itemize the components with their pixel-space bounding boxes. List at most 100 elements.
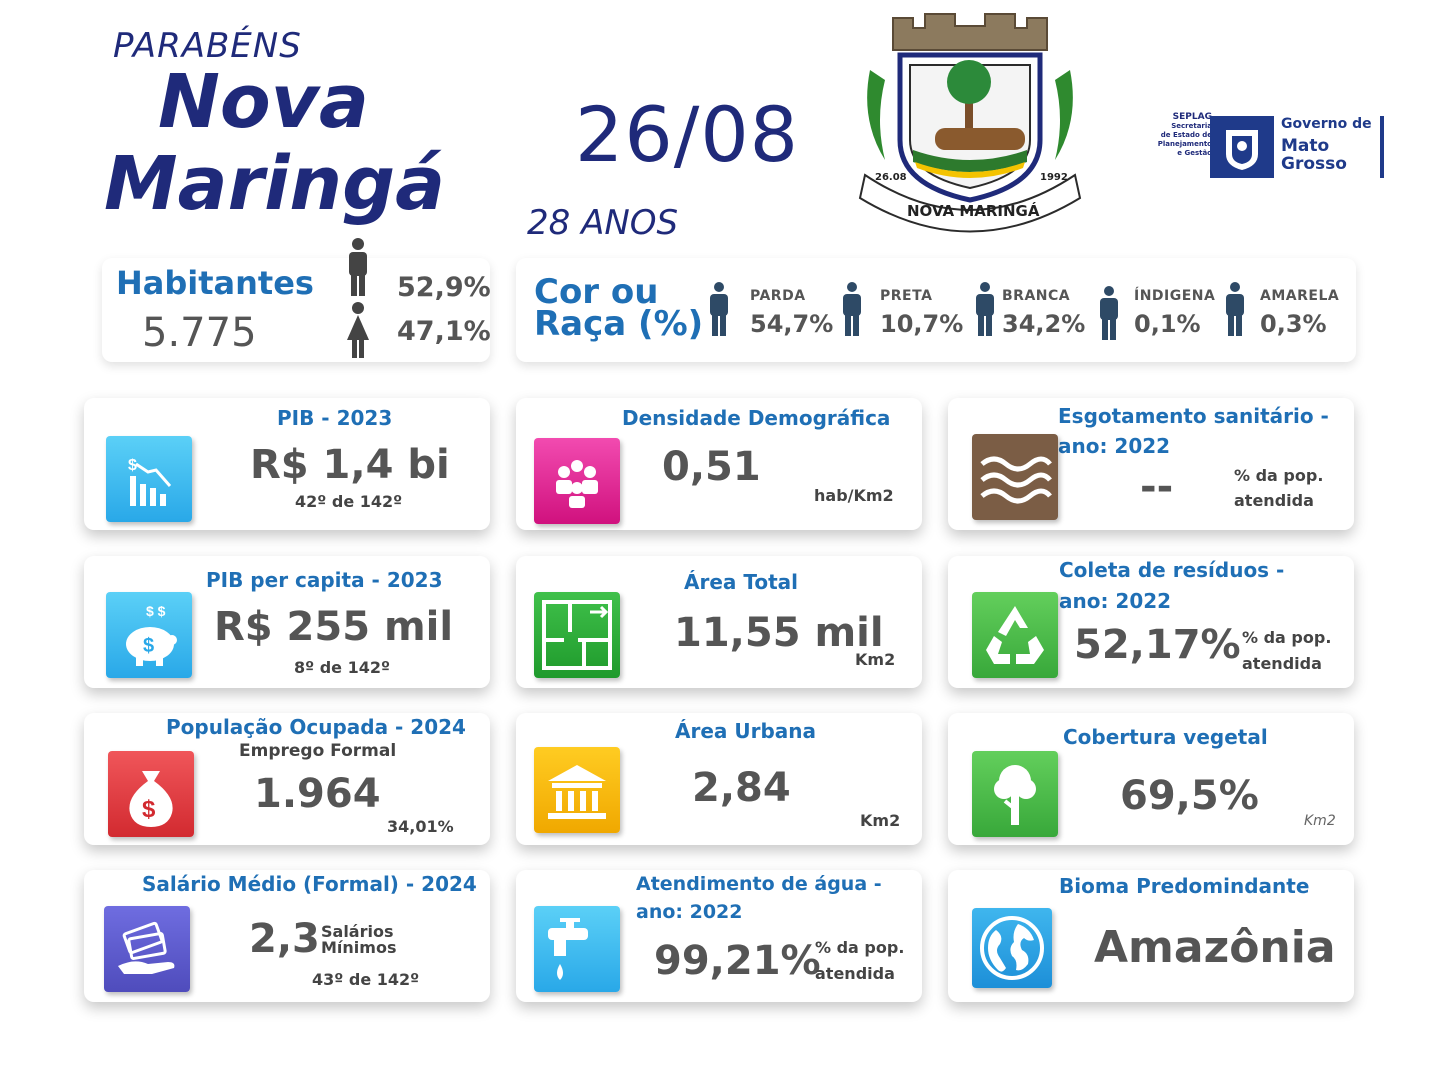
pib-per-capita-value: R$ 255 mil xyxy=(214,604,454,650)
salario-card: Salário Médio (Formal) - 2024 2,3 Salári… xyxy=(84,870,490,1002)
habitantes-label: Habitantes xyxy=(116,264,314,302)
bioma-value: Amazônia xyxy=(1094,922,1336,973)
agua-card: Atendimento de água - ano: 2022 99,21% %… xyxy=(516,870,922,1002)
person-icon xyxy=(1224,282,1246,342)
gov-line3: Grosso xyxy=(1281,154,1347,174)
male-pct: 52,9% xyxy=(397,272,491,303)
populacao-ocupada-pct: 34,01% xyxy=(387,817,454,836)
residuos-card: Coleta de resíduos - ano: 2022 52,17% % … xyxy=(948,556,1354,688)
residuos-unit-line2: atendida xyxy=(1242,654,1322,673)
card-title: Densidade Demográfica xyxy=(622,406,891,430)
race-value: 34,2% xyxy=(1002,310,1086,338)
cobertura-value: 69,5% xyxy=(1120,773,1259,819)
densidade-value: 0,51 xyxy=(662,444,761,490)
esgoto-unit-line2: atendida xyxy=(1234,491,1314,510)
area-urbana-value: 2,84 xyxy=(692,765,791,811)
agua-unit-line1: % da pop. xyxy=(815,938,905,957)
raca-label-line2: Raça (%) xyxy=(534,304,704,344)
agua-value: 99,21% xyxy=(654,938,821,984)
anniversary-date: 26/08 xyxy=(575,90,800,179)
card-title: População Ocupada - 2024 xyxy=(166,715,466,739)
cobertura-unit: Km2 xyxy=(1304,813,1336,829)
card-title-line1: Coleta de resíduos - xyxy=(1059,558,1285,582)
area-urbana-card: Área Urbana 2,84 Km2 xyxy=(516,713,922,845)
piggy-bank-icon: $ $ $ xyxy=(106,592,192,678)
area-total-card: Área Total 11,55 mil Km2 xyxy=(516,556,922,688)
svg-text:$ $: $ $ xyxy=(146,603,166,619)
globe-icon xyxy=(972,908,1052,988)
chart-down-icon: $ xyxy=(106,436,192,522)
svg-text:$: $ xyxy=(143,635,154,657)
race-indigena: ÍNDIGENA 0,1% xyxy=(1134,288,1215,338)
esgoto-unit-line1: % da pop. xyxy=(1234,466,1324,485)
person-icon xyxy=(708,282,730,342)
recycle-icon xyxy=(972,592,1058,678)
crest-ribbon-text: NOVA MARINGÁ xyxy=(907,202,1040,220)
gov-line1: Governo de xyxy=(1281,116,1372,132)
card-title: PIB per capita - 2023 xyxy=(206,568,443,592)
race-preta: PRETA 10,7% xyxy=(880,288,963,338)
populacao-ocupada-card: População Ocupada - 2024 Emprego Formal … xyxy=(84,713,490,845)
crest-right-year: 1992 xyxy=(1040,172,1068,183)
race-label: AMARELA xyxy=(1260,288,1340,304)
person-icon xyxy=(841,282,863,342)
pib-per-capita-card: PIB per capita - 2023 $ $ $ R$ 255 mil 8… xyxy=(84,556,490,688)
seplag-line: Planejamento xyxy=(1157,140,1212,148)
seplag-line: Secretaria xyxy=(1171,122,1212,130)
card-title-line1: Atendimento de água - xyxy=(636,873,882,895)
parabens-label: PARABÉNS xyxy=(113,26,302,66)
card-title: Área Total xyxy=(684,570,799,594)
race-label: PARDA xyxy=(750,288,806,304)
habitantes-card: Habitantes 5.775 52,9% 47,1% xyxy=(102,238,491,364)
salario-value: 2,3 xyxy=(249,916,320,962)
card-title: PIB - 2023 xyxy=(277,406,393,430)
person-icon xyxy=(1098,286,1120,346)
salario-unit-line1: Salários xyxy=(321,922,394,941)
seplag-line: e Gestão xyxy=(1177,149,1212,157)
waves-icon xyxy=(972,434,1058,520)
money-bag-icon: $ xyxy=(108,751,194,837)
gov-divider xyxy=(1380,116,1384,178)
svg-text:$: $ xyxy=(128,457,137,474)
area-total-unit: Km2 xyxy=(855,650,896,669)
race-value: 0,3% xyxy=(1260,310,1327,338)
card-title: Área Urbana xyxy=(675,719,817,743)
person-icon xyxy=(974,282,996,342)
floor-plan-icon xyxy=(534,592,620,678)
area-total-value: 11,55 mil xyxy=(674,610,884,656)
card-subtitle: Emprego Formal xyxy=(239,741,397,761)
male-icon xyxy=(346,238,370,302)
race-label: ÍNDIGENA xyxy=(1134,288,1216,304)
salario-unit-line2: Mínimos xyxy=(321,938,397,957)
seplag-line: de Estado de xyxy=(1160,131,1212,139)
esgoto-card: Esgotamento sanitário - ano: 2022 -- % d… xyxy=(948,398,1354,530)
populacao-ocupada-value: 1.964 xyxy=(254,771,381,817)
city-crest: NOVA MARINGÁ 26.08 1992 xyxy=(855,10,1085,245)
faucet-icon xyxy=(534,906,620,992)
female-icon xyxy=(344,302,372,364)
residuos-unit-line1: % da pop. xyxy=(1242,628,1332,647)
pib-value: R$ 1,4 bi xyxy=(250,442,450,488)
tree-icon xyxy=(972,751,1058,837)
city-name-line1: Nova xyxy=(158,59,369,145)
race-value: 0,1% xyxy=(1134,310,1201,338)
salario-rank: 43º de 142º xyxy=(312,970,420,989)
female-pct: 47,1% xyxy=(397,316,491,347)
card-title: Salário Médio (Formal) - 2024 xyxy=(142,872,477,896)
card-title-line2: ano: 2022 xyxy=(1058,434,1171,458)
race-branca: BRANCA 34,2% xyxy=(1002,288,1085,338)
agua-unit-line2: atendida xyxy=(815,964,895,983)
card-title-line1: Esgotamento sanitário - xyxy=(1058,404,1329,428)
city-name-line2: Maringá xyxy=(104,141,446,227)
people-group-icon xyxy=(534,438,620,524)
race-value: 54,7% xyxy=(750,310,834,338)
state-emblem-icon xyxy=(1210,116,1274,178)
densidade-card: Densidade Demográfica 0,51 hab/Km2 xyxy=(516,398,922,530)
cash-hand-icon xyxy=(104,906,190,992)
bioma-card: Bioma Predomindante Amazônia xyxy=(948,870,1354,1002)
raca-card: Cor ou Raça (%) PARDA 54,7% PRETA 10,7% … xyxy=(516,258,1356,362)
pib-rank: 42º de 142º xyxy=(295,492,403,511)
race-value: 10,7% xyxy=(880,310,964,338)
pib-card: PIB - 2023 $ R$ 1,4 bi 42º de 142º xyxy=(84,398,490,530)
race-label: BRANCA xyxy=(1002,288,1071,304)
